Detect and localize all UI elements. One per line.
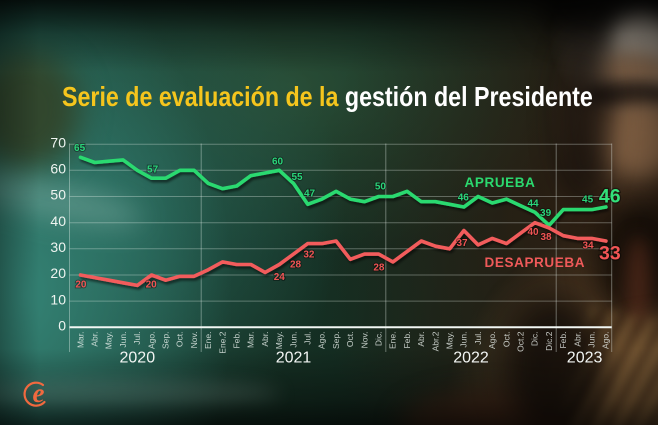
svg-text:Feb.: Feb. <box>558 332 568 349</box>
svg-text:70: 70 <box>50 134 66 150</box>
svg-text:39: 39 <box>540 208 552 219</box>
svg-text:Ago.: Ago. <box>601 332 611 350</box>
svg-text:37: 37 <box>456 238 468 249</box>
svg-text:May.: May. <box>445 332 455 350</box>
svg-text:Nov.: Nov. <box>189 332 199 349</box>
svg-text:47: 47 <box>304 189 316 200</box>
svg-text:Ago.: Ago. <box>146 332 156 350</box>
svg-text:0: 0 <box>58 318 66 334</box>
svg-text:May.: May. <box>104 332 114 350</box>
svg-text:40: 40 <box>50 213 66 229</box>
svg-text:2021: 2021 <box>276 350 312 367</box>
svg-text:Abr.: Abr. <box>416 332 426 347</box>
svg-text:55: 55 <box>291 172 303 183</box>
svg-text:Ago.: Ago. <box>317 332 327 350</box>
svg-text:45: 45 <box>582 194 594 205</box>
svg-text:Mar.: Mar. <box>75 332 85 349</box>
svg-text:Oct.: Oct. <box>501 332 511 348</box>
svg-text:Abr.: Abr. <box>90 332 100 347</box>
svg-text:Oct.2: Oct.2 <box>516 331 526 352</box>
svg-text:Jun.: Jun. <box>587 332 597 348</box>
svg-text:38: 38 <box>540 232 552 243</box>
svg-text:APRUEBA: APRUEBA <box>465 175 536 190</box>
svg-text:DESAPRUEBA: DESAPRUEBA <box>485 255 586 270</box>
svg-text:Dic.: Dic. <box>374 332 384 347</box>
svg-text:Ene.: Ene. <box>388 332 398 350</box>
svg-text:40: 40 <box>527 227 539 238</box>
svg-text:2023: 2023 <box>567 350 603 367</box>
svg-text:Oct.: Oct. <box>175 332 185 348</box>
svg-text:44: 44 <box>527 198 539 209</box>
svg-text:46: 46 <box>599 185 621 207</box>
svg-text:e: e <box>33 378 45 408</box>
svg-text:50: 50 <box>50 187 66 203</box>
svg-text:Jun.: Jun. <box>118 332 128 348</box>
svg-text:Ene.2: Ene.2 <box>217 331 227 353</box>
svg-text:Ago.: Ago. <box>487 331 497 349</box>
svg-text:46: 46 <box>458 193 470 204</box>
svg-text:20: 20 <box>50 265 66 281</box>
svg-text:32: 32 <box>303 249 315 260</box>
svg-text:Mar.: Mar. <box>246 332 256 349</box>
svg-text:Abr.: Abr. <box>260 332 270 347</box>
svg-text:Jul.: Jul. <box>132 332 142 345</box>
svg-text:Ene.: Ene. <box>203 332 213 350</box>
svg-text:34: 34 <box>582 241 594 252</box>
svg-text:65: 65 <box>74 143 86 154</box>
svg-text:20: 20 <box>146 280 158 291</box>
svg-text:2022: 2022 <box>453 350 489 367</box>
svg-text:Abr.2: Abr.2 <box>430 331 440 351</box>
svg-text:10: 10 <box>50 291 66 307</box>
svg-text:Feb.: Feb. <box>402 332 412 349</box>
svg-text:Jun.: Jun. <box>288 332 298 348</box>
svg-text:20: 20 <box>75 280 87 291</box>
svg-text:Dic.2: Dic.2 <box>544 331 554 351</box>
svg-text:30: 30 <box>50 239 66 255</box>
svg-text:Nov.: Nov. <box>359 332 369 349</box>
svg-text:Jul.: Jul. <box>303 332 313 345</box>
svg-text:Jun.: Jun. <box>459 332 469 348</box>
svg-text:Sep.: Sep. <box>331 332 341 350</box>
svg-text:50: 50 <box>375 181 387 192</box>
svg-text:60: 60 <box>272 157 284 168</box>
svg-text:Abr.: Abr. <box>572 332 582 347</box>
svg-text:28: 28 <box>373 263 385 274</box>
svg-text:Feb.: Feb. <box>232 332 242 349</box>
svg-text:2020: 2020 <box>120 350 156 367</box>
svg-text:24: 24 <box>274 272 286 283</box>
svg-text:May.: May. <box>274 332 284 350</box>
svg-text:Sep.: Sep. <box>161 332 171 350</box>
svg-text:Jul.: Jul. <box>473 332 483 345</box>
svg-text:Dic.: Dic. <box>530 332 540 347</box>
svg-text:33: 33 <box>599 243 621 265</box>
svg-text:28: 28 <box>290 259 302 270</box>
svg-text:60: 60 <box>50 161 66 177</box>
svg-text:57: 57 <box>147 165 159 176</box>
svg-text:Oct.: Oct. <box>345 332 355 348</box>
